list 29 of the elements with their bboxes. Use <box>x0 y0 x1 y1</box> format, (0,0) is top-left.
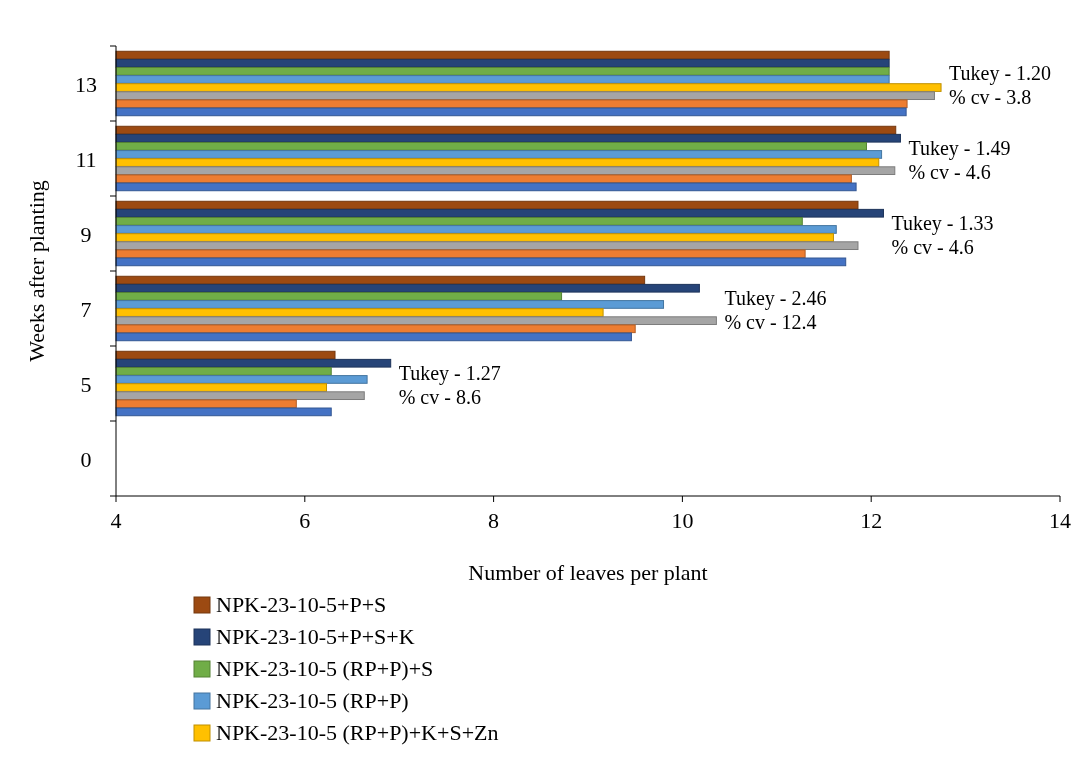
annotation: Tukey - 1.33 <box>891 211 994 235</box>
annotation: % cv - 4.6 <box>908 160 991 183</box>
y-axis-title: Weeks after planting <box>24 180 49 362</box>
annotation: % cv - 4.6 <box>891 235 974 258</box>
y-tick-label: 9 <box>80 221 92 247</box>
annotation: % cv - 3.8 <box>949 85 1032 108</box>
legend-label: NPK-23-10-5 (RP+P)+S <box>216 656 434 681</box>
x-tick-label: 10 <box>671 508 694 533</box>
y-tick-label: 0 <box>80 446 92 472</box>
legend-label: NPK-23-10-5+P+S <box>216 592 387 617</box>
y-tick-label: 11 <box>75 146 97 172</box>
annotation: Tukey - 1.49 <box>908 136 1011 160</box>
annotation: Tukey - 1.27 <box>398 361 501 385</box>
x-tick-label: 6 <box>299 508 311 533</box>
legend-label: NPK-23-10-5 (RP+P) <box>216 688 409 713</box>
x-tick-label: 14 <box>1049 508 1071 533</box>
x-tick-label: 4 <box>110 508 122 533</box>
y-tick-label: 7 <box>80 296 92 322</box>
y-tick-label: 13 <box>75 71 97 97</box>
legend-label: NPK-23-10-5 (RP+P)+K+S+Zn <box>216 720 499 745</box>
x-axis-title: Number of leaves per plant <box>468 560 708 585</box>
y-tick-label: 5 <box>80 371 92 397</box>
legend-label: NPK-23-10-5+P+S+K <box>216 624 415 649</box>
annotation: Tukey - 1.20 <box>949 61 1052 85</box>
annotation: Tukey - 2.46 <box>724 286 827 310</box>
annotation: % cv - 12.4 <box>724 310 817 333</box>
annotation: % cv - 8.6 <box>398 385 481 408</box>
x-tick-label: 12 <box>860 508 883 533</box>
x-tick-label: 8 <box>488 508 500 533</box>
